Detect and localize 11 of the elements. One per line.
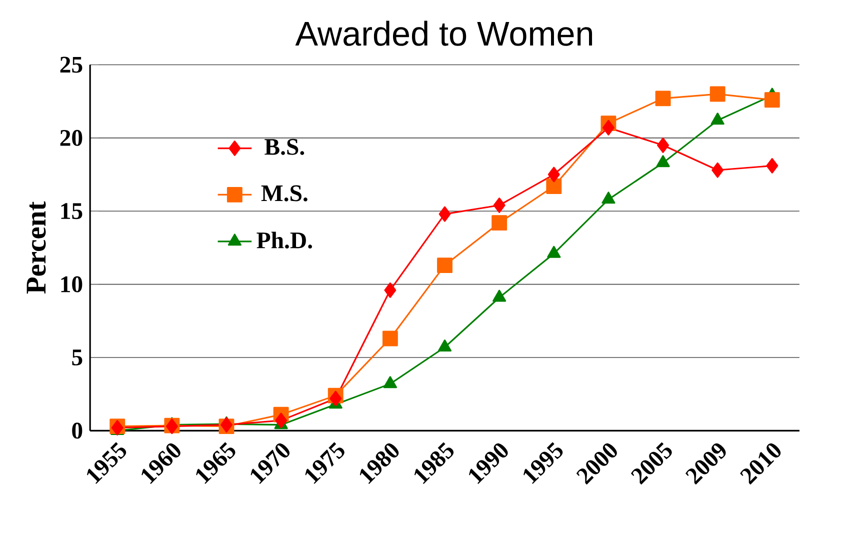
y-tick-label: 25 bbox=[60, 56, 82, 72]
y-tick-label: 5 bbox=[72, 349, 82, 366]
legend-label: B.S. bbox=[264, 138, 304, 155]
y-tick-label: 15 bbox=[61, 202, 82, 219]
y-tick-label: 10 bbox=[61, 276, 82, 292]
legend-label: M.S. bbox=[261, 185, 308, 202]
y-tick-label: 0 bbox=[72, 422, 82, 438]
legend-label: Ph.D. bbox=[256, 231, 312, 248]
y-tick-label: 20 bbox=[60, 130, 82, 146]
y-axis-title: Percent bbox=[26, 201, 46, 294]
chart-title: Awarded to Women bbox=[295, 20, 592, 46]
